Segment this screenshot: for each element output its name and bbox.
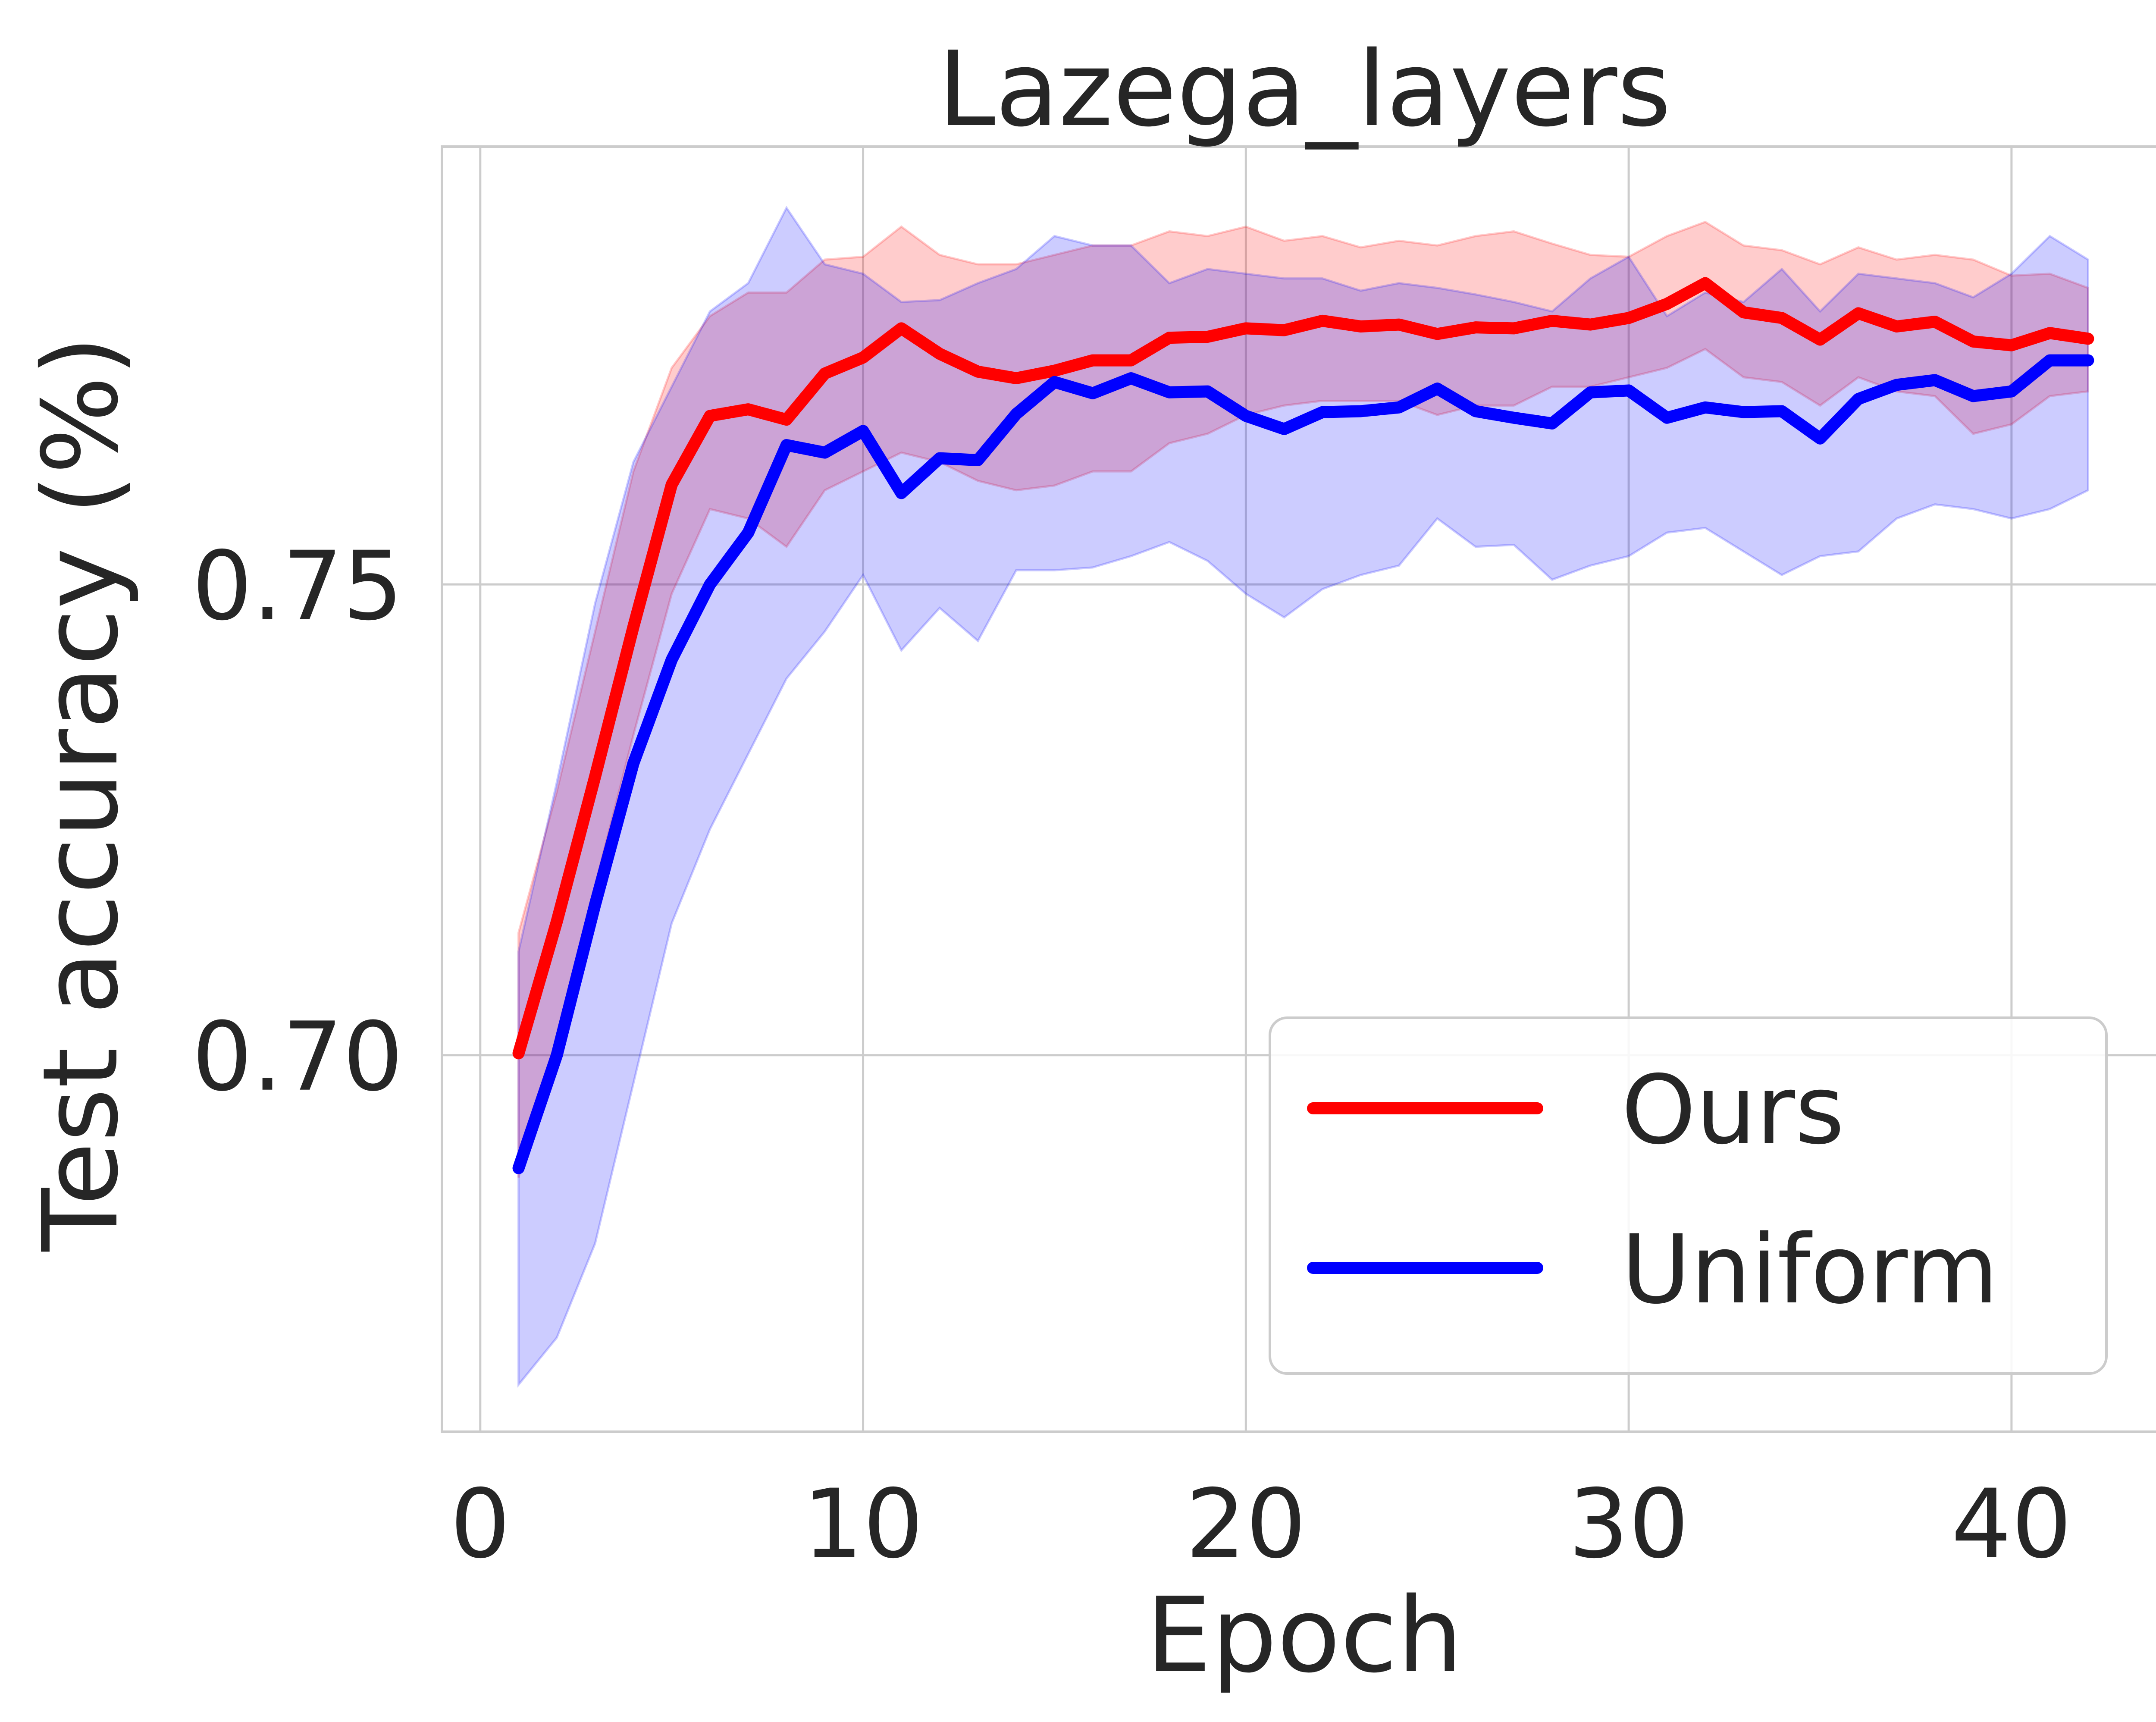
x-tick-label: 10 [803, 1469, 924, 1579]
x-tick-label: 20 [1185, 1469, 1306, 1579]
y-axis-ticks: 0.70 0.75 [192, 531, 403, 1112]
series-lines [512, 277, 2094, 1174]
legend-label-uniform: Uniform [1621, 1214, 1999, 1325]
plot-frame [441, 145, 2156, 1433]
series-line-ours [512, 277, 2094, 1060]
legend-label-ours: Ours [1621, 1055, 1845, 1165]
x-tick-label: 40 [1951, 1469, 2072, 1579]
x-tick-label: 30 [1568, 1469, 1689, 1579]
series-line-uniform [512, 354, 2094, 1174]
x-tick-label: 0 [450, 1469, 511, 1579]
x-axis-label: Epoch [1146, 1575, 1463, 1696]
legend: Ours Uniform [1269, 1016, 2108, 1375]
y-tick-label: 0.70 [192, 1002, 403, 1112]
x-axis-ticks: 0 10 20 30 40 [450, 1469, 2072, 1579]
chart-title: Lazega_layers [938, 29, 1671, 150]
y-tick-label: 0.75 [192, 531, 403, 641]
y-axis-label: Test accuracy (%) [20, 336, 141, 1252]
band-uniform [517, 205, 2089, 1388]
